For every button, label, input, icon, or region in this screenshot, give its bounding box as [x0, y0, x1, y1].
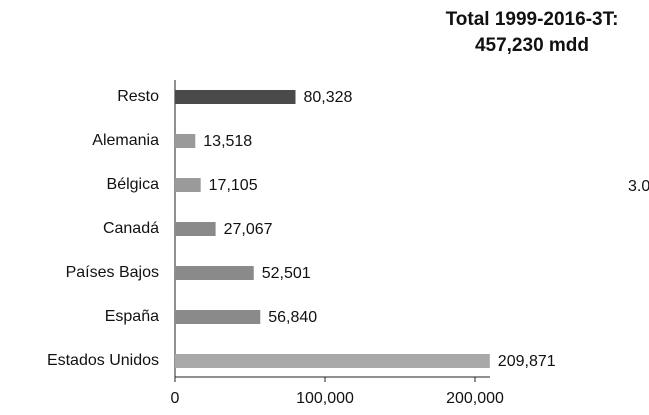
bar: [175, 266, 254, 280]
y-tick-label: Estados Unidos: [47, 352, 159, 369]
x-tick-label: 0: [171, 390, 180, 407]
y-tick-label: Bélgica: [107, 176, 160, 193]
value-label: 52,501: [262, 265, 311, 282]
bar: [175, 90, 296, 104]
bar: [175, 178, 201, 192]
value-label: 209,871: [498, 353, 556, 370]
y-tick-label: Resto: [117, 88, 159, 105]
x-tick-label: 100,000: [296, 390, 354, 407]
x-tick-label: 200,000: [446, 390, 504, 407]
y-tick-label: Canadá: [103, 220, 159, 237]
chart-subtitle: 457,230 mdd: [475, 35, 589, 56]
value-label: 13,518: [203, 133, 252, 150]
chart-title: Total 1999-2016-3T:: [446, 9, 619, 30]
bar: [175, 310, 261, 324]
y-tick-label: Alemania: [92, 132, 159, 149]
value-label: 17,105: [209, 177, 258, 194]
bar: [175, 354, 490, 368]
bar: [175, 134, 196, 148]
value-label: 56,840: [268, 309, 317, 326]
y-tick-label: Países Bajos: [66, 264, 159, 281]
y-tick-label: España: [105, 308, 159, 325]
annotation: 3.0: [628, 178, 649, 195]
bar: [175, 222, 216, 236]
value-label: 27,067: [224, 221, 273, 238]
value-label: 80,328: [303, 89, 352, 106]
